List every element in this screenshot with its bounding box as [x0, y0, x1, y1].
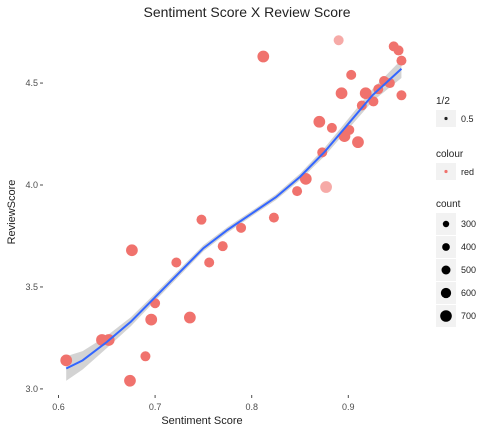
x-tick-label: 0.7 [149, 402, 162, 412]
data-point [217, 241, 228, 252]
legend-label: red [461, 167, 474, 177]
y-tick-label: 4.0 [25, 180, 38, 190]
y-tick-label: 3.0 [25, 384, 38, 394]
data-point [268, 212, 279, 223]
legend-key-dot [444, 169, 448, 174]
x-axis-title: Sentiment Score [161, 415, 242, 427]
x-tick-label: 0.6 [52, 402, 65, 412]
data-point [396, 55, 407, 66]
legend-label: 400 [461, 242, 476, 252]
chart-title: Sentiment Score X Review Score [144, 4, 351, 20]
data-point [292, 186, 303, 197]
data-point [171, 257, 182, 268]
data-point [368, 96, 379, 107]
legend-title: colour [436, 149, 464, 160]
legend-key-dot [440, 310, 452, 322]
legend-label: 600 [461, 288, 476, 298]
x-tick-label: 0.9 [342, 402, 355, 412]
legend-label: 500 [461, 265, 476, 275]
legend-key-dot [444, 116, 448, 121]
confidence-band [66, 59, 402, 381]
y-tick-label: 4.5 [25, 78, 38, 88]
data-point [352, 136, 364, 149]
legend-key-dot [442, 243, 450, 251]
data-point [333, 35, 344, 46]
x-tick-label: 0.8 [245, 402, 258, 412]
trend-line [65, 68, 403, 370]
legend-title: 1/2 [436, 96, 450, 107]
data-point [335, 87, 348, 100]
data-point [393, 45, 404, 56]
legend-label: 700 [461, 311, 476, 321]
legend-key-dot [442, 220, 450, 228]
data-point [299, 173, 312, 185]
data-point [60, 354, 73, 367]
data-point [359, 87, 372, 100]
data-point [140, 351, 151, 362]
data-point [236, 222, 247, 233]
trend-line-path [65, 68, 403, 370]
data-point [317, 147, 328, 158]
legend-key-dot [441, 265, 451, 275]
data-point [126, 244, 138, 257]
data-point [204, 257, 215, 268]
legend-title: count [436, 199, 461, 210]
data-point [145, 313, 158, 326]
data-point [196, 214, 207, 225]
legend-key-dot [440, 287, 452, 299]
legend-label: 0.5 [461, 114, 474, 124]
confidence-band-area [66, 59, 402, 381]
data-point [124, 374, 136, 387]
data-point [344, 124, 355, 135]
data-point [346, 69, 357, 80]
data-point [356, 100, 367, 111]
data-point [396, 90, 407, 101]
data-point [313, 115, 326, 128]
y-axis-title: ReviewScore [6, 180, 18, 245]
data-point [320, 181, 332, 193]
data-point [326, 122, 337, 133]
legend-label: 300 [461, 219, 476, 229]
axes: 0.6 0.7 0.8 0.9 3.0 3.5 4.0 4.5 [25, 78, 354, 412]
data-point [183, 311, 196, 324]
data-point [257, 50, 270, 63]
y-tick-label: 3.5 [25, 282, 38, 292]
